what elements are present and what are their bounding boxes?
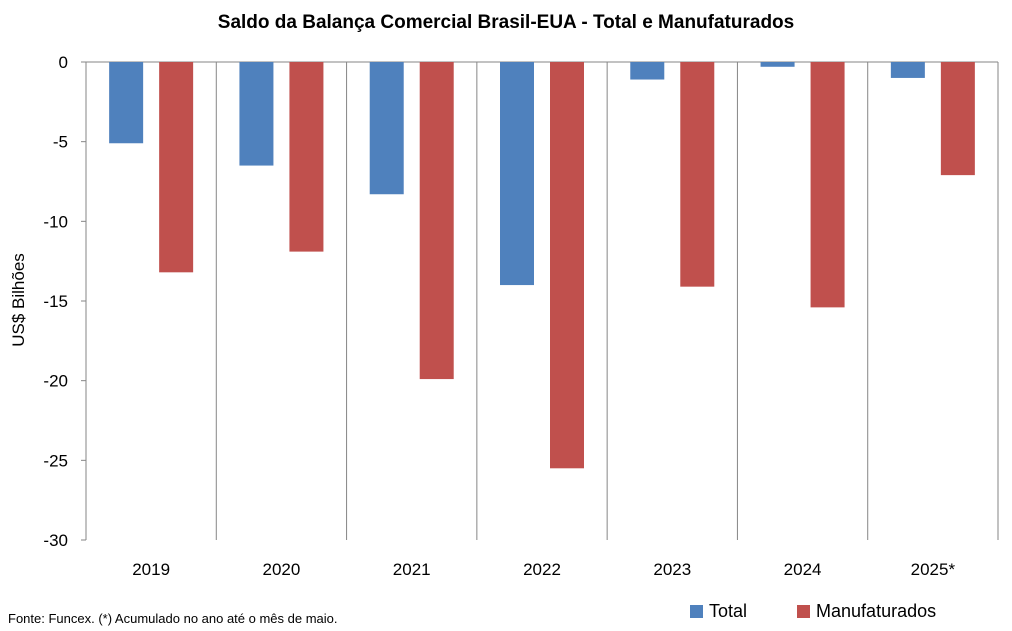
chart-title: Saldo da Balança Comercial Brasil-EUA - …: [217, 12, 795, 33]
legend-label-manufaturados: Manufaturados: [816, 601, 937, 621]
bar-total-2021: [369, 62, 404, 195]
bar-manufaturados-2019: [159, 62, 194, 273]
bar-manufaturados-2020: [289, 62, 324, 252]
x-tick-label: 2025*: [911, 560, 956, 579]
bar-total-2019: [109, 62, 144, 144]
bar-manufaturados-2024: [810, 62, 845, 308]
bars: [109, 62, 975, 469]
x-tick-label: 2021: [393, 560, 431, 579]
y-tick-label: -30: [43, 531, 68, 550]
plot-frame: [81, 61, 999, 541]
bar-manufaturados-2023: [680, 62, 715, 287]
y-tick-label: -15: [43, 292, 68, 311]
y-tick-label: 0: [59, 53, 68, 72]
x-tick-label: 2023: [653, 560, 691, 579]
x-tick-label: 2022: [523, 560, 561, 579]
legend: Total Manufaturados: [690, 601, 936, 622]
y-tick-label: -25: [43, 451, 68, 470]
legend-item-manufaturados: Manufaturados: [797, 601, 936, 622]
y-tick-label: -20: [43, 372, 68, 391]
legend-label-total: Total: [709, 601, 748, 621]
bar-total-2020: [239, 62, 274, 166]
legend-swatch-manufaturados: [797, 605, 811, 618]
bar-total-2022: [500, 62, 534, 286]
y-tick-labels: 0 -5 -10 -15 -20 -25 -30: [43, 53, 68, 550]
bar-manufaturados-2022: [550, 62, 584, 469]
x-tick-labels: 2019 2020 2021 2022 2023 2024 2025*: [132, 560, 955, 579]
bar-manufaturados-2025: [940, 62, 975, 176]
x-tick-label: 2024: [784, 560, 822, 579]
x-tick-label: 2020: [263, 560, 301, 579]
bar-total-2024: [760, 62, 795, 67]
y-axis-title: US$ Bilhões: [9, 253, 28, 347]
x-tick-label: 2019: [132, 560, 170, 579]
bar-manufaturados-2021: [419, 62, 454, 380]
y-tick-label: -5: [53, 133, 68, 152]
bar-total-2023: [630, 62, 665, 80]
legend-swatch-total: [690, 605, 703, 618]
bar-total-2025: [890, 62, 925, 78]
y-tick-label: -10: [43, 212, 68, 231]
legend-item-total: Total: [690, 601, 747, 622]
source-note: Fonte: Funcex. (*) Acumulado no ano até …: [8, 611, 338, 626]
